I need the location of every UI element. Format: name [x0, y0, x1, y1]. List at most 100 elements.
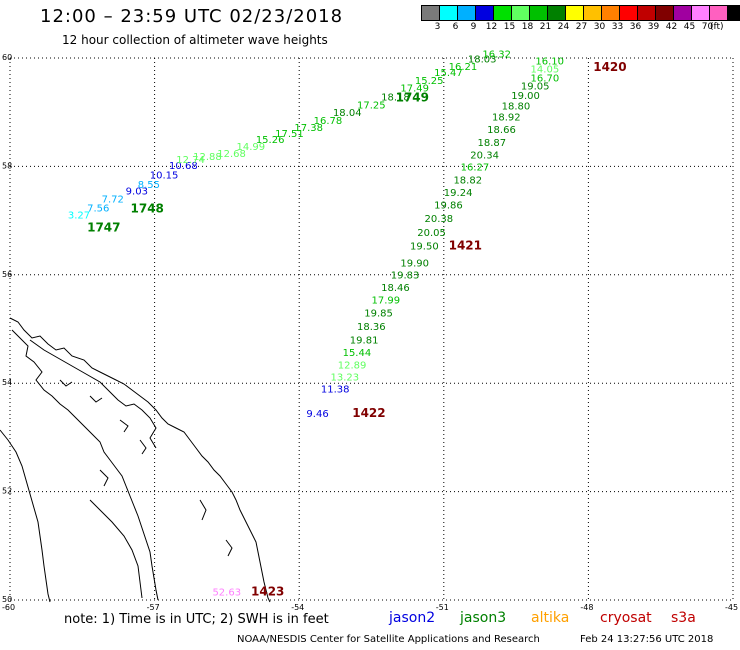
swh-value: 19.90 — [400, 259, 429, 270]
colorbar-label: 3 — [434, 22, 441, 32]
axis-tick-labels: -60 -57 -54 -51 -48 -45 50 52 54 56 58 60 — [2, 53, 738, 612]
credit-line: NOAA/NESDIS Center for Satellite Applica… — [237, 634, 540, 645]
timestamp: Feb 24 13:27:56 UTC 2018 — [580, 634, 714, 645]
time-label: 1423 — [251, 585, 284, 599]
swh-value: 11.38 — [321, 384, 350, 395]
satellite-name: jason3 — [460, 610, 507, 626]
coastline-lake — [89, 499, 143, 599]
time-label: 1749 — [396, 90, 429, 104]
satellite-name: cryosat — [600, 610, 652, 626]
swh-value: 14.99 — [237, 142, 266, 153]
swh-value: 9.03 — [126, 187, 148, 198]
wave-height-points: 3.277.567.729.038.5510.1510.6812.7412.88… — [68, 49, 627, 598]
time-label: 1420 — [593, 60, 626, 74]
colorbar-label: 42 — [665, 22, 678, 32]
swh-value: 12.68 — [217, 149, 246, 160]
y-tick-label: 52 — [2, 487, 12, 496]
y-tick-label: 60 — [2, 53, 12, 62]
colorbar-label: 15 — [503, 22, 516, 32]
swh-value: 16.27 — [461, 163, 490, 174]
colorbar-label: 45 — [683, 22, 696, 32]
colorbar-label: 33 — [611, 22, 624, 32]
swh-value: 17.99 — [372, 296, 401, 307]
swh-value: 12.88 — [193, 152, 222, 163]
x-tick-label: -60 — [2, 603, 15, 612]
swh-value: 18.18 — [381, 92, 410, 103]
swh-value: 16.70 — [531, 73, 560, 84]
swh-value: 16.10 — [535, 57, 564, 68]
x-tick-label: -57 — [147, 603, 160, 612]
swh-value: 18.80 — [502, 101, 531, 112]
swh-value: 3.27 — [68, 210, 90, 221]
time-label: 1421 — [449, 238, 482, 252]
swh-value: 18.46 — [381, 283, 410, 294]
coastline-islands — [59, 379, 233, 557]
swh-value: 15.25 — [415, 76, 444, 87]
swh-value: 19.50 — [410, 241, 439, 252]
y-tick-label: 58 — [2, 161, 12, 170]
time-label: 1747 — [87, 220, 120, 234]
colorbar-label: 24 — [557, 22, 570, 32]
colorbar-label: 36 — [629, 22, 642, 32]
x-tick-label: -45 — [725, 603, 738, 612]
swh-value: 20.34 — [470, 150, 499, 161]
swh-value: 17.51 — [275, 129, 304, 140]
swh-value: 18.04 — [333, 108, 362, 119]
x-tick-label: -51 — [436, 603, 449, 612]
figure-subtitle: 12 hour collection of altimeter wave hei… — [62, 33, 328, 47]
swh-value: 15.47 — [434, 68, 463, 79]
swh-value: 7.56 — [87, 203, 109, 214]
swh-value: 14.05 — [531, 65, 560, 76]
colorbar-label: 18 — [521, 22, 534, 32]
time-label: 1422 — [352, 406, 385, 420]
swh-value: 20.05 — [417, 228, 446, 239]
swh-value: 18.87 — [478, 138, 507, 149]
colorbar-label: 12 — [485, 22, 498, 32]
swh-value: 18.82 — [453, 176, 482, 187]
y-tick-label: 56 — [2, 270, 12, 279]
swh-value: 7.72 — [102, 195, 124, 206]
swh-value: 10.68 — [169, 161, 198, 172]
colorbar-label: 27 — [575, 22, 588, 32]
swh-value: 19.83 — [391, 271, 420, 282]
swh-value: 16.32 — [482, 49, 511, 60]
footer-note: note: 1) Time is in UTC; 2) SWH is in fe… — [64, 612, 329, 627]
swh-value: 10.15 — [150, 170, 179, 181]
colorbar-label: 21 — [539, 22, 552, 32]
swh-value: 17.25 — [357, 100, 386, 111]
swh-value: 19.00 — [511, 91, 540, 102]
colorbar-label: 70 — [701, 22, 714, 32]
coastline-lower — [0, 429, 51, 603]
coastline-labrador — [9, 317, 271, 603]
swh-value: 15.26 — [256, 135, 285, 146]
graticule — [9, 57, 734, 601]
swh-value: 19.86 — [434, 201, 463, 212]
coastline-inner — [11, 329, 159, 601]
swh-value: 16.21 — [449, 62, 478, 73]
satellite-name: jason2 — [389, 610, 436, 626]
colorbar-label: 6 — [452, 22, 459, 32]
swh-value: 8.55 — [138, 180, 160, 191]
swh-value: 20.38 — [425, 214, 454, 225]
swh-value: 12.74 — [176, 155, 205, 166]
colorbar-labels: 3 6 9 12 15 18 21 24 27 30 33 36 39 42 45 70 — [421, 22, 740, 34]
coastline-bay — [29, 339, 157, 449]
x-tick-label: -54 — [291, 603, 304, 612]
swh-value: 15.44 — [343, 348, 372, 359]
y-tick-label: 50 — [2, 595, 12, 604]
swh-value: 17.49 — [400, 84, 429, 95]
time-label: 1748 — [131, 201, 164, 215]
swh-value: 18.36 — [357, 322, 386, 333]
swh-value: 12.89 — [338, 361, 367, 372]
colorbar-swatch — [727, 5, 740, 21]
colorbar-unit: (ft) — [710, 22, 724, 32]
colorbar-label: 9 — [470, 22, 477, 32]
x-tick-label: -48 — [580, 603, 593, 612]
swh-value: 16.78 — [314, 116, 343, 127]
swh-value: 19.85 — [364, 309, 393, 320]
swh-value: 19.24 — [444, 188, 473, 199]
y-tick-label: 54 — [2, 378, 12, 387]
colorbar — [421, 5, 740, 21]
